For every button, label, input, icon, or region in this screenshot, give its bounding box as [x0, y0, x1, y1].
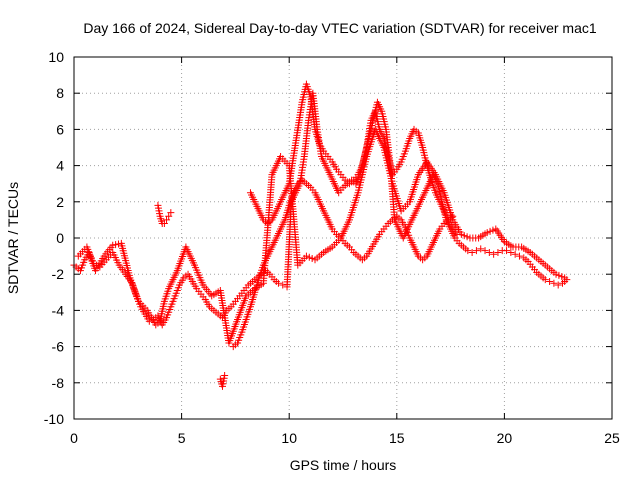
data-point: [477, 245, 485, 253]
x-tick-label: 10: [281, 430, 297, 446]
data-point: [165, 212, 173, 220]
data-point: [485, 248, 493, 256]
y-tick-label: 4: [56, 158, 64, 174]
y-tick-label: -2: [52, 266, 65, 282]
data-point: [558, 273, 566, 281]
data-point: [163, 216, 171, 224]
data-point: [483, 229, 491, 237]
data-point: [481, 247, 489, 255]
data-point: [279, 281, 287, 289]
data-point: [302, 252, 310, 260]
chart-title: Day 166 of 2024, Sidereal Day-to-day VTE…: [83, 20, 596, 36]
axis-ticks: [73, 56, 613, 420]
x-axis-label: GPS time / hours: [290, 457, 397, 473]
y-axis-label: SDTVAR / TECUs: [5, 182, 21, 294]
data-point: [468, 248, 476, 256]
data-points: [70, 80, 571, 390]
y-tick-label: 10: [48, 49, 64, 65]
y-tick-label: 6: [56, 121, 64, 137]
series-C: [154, 80, 461, 390]
data-point: [472, 247, 480, 255]
data-point: [561, 274, 569, 282]
data-point: [109, 241, 117, 249]
data-point: [490, 250, 498, 258]
data-point: [552, 270, 560, 278]
y-tick-label: 2: [56, 194, 64, 210]
data-point: [486, 227, 494, 235]
y-tick-label: -4: [52, 302, 65, 318]
x-tick-label: 20: [497, 430, 513, 446]
data-point: [489, 226, 497, 234]
data-point: [453, 230, 461, 238]
data-point: [503, 247, 511, 255]
plot-frame: [73, 56, 613, 420]
data-point: [554, 281, 562, 289]
data-point: [464, 247, 472, 255]
data-point: [555, 271, 563, 279]
data-point: [308, 255, 316, 263]
data-point: [511, 250, 519, 258]
data-point: [305, 253, 313, 261]
data-point: [550, 279, 558, 287]
data-point: [546, 277, 554, 285]
y-tick-label: 8: [56, 85, 64, 101]
data-point: [494, 248, 502, 256]
data-point: [460, 232, 468, 240]
series-D: [229, 176, 457, 351]
data-point: [112, 241, 120, 249]
data-point: [515, 252, 523, 260]
data-point: [449, 212, 457, 220]
data-point: [160, 220, 168, 228]
data-point: [145, 317, 153, 325]
y-tick-label: -10: [44, 411, 64, 427]
x-tick-label: 0: [70, 430, 78, 446]
x-tick-label: 15: [389, 430, 405, 446]
data-point: [507, 248, 515, 256]
x-tick-label: 5: [178, 430, 186, 446]
x-tick-labels: 0 5 10 15 20 25: [70, 430, 620, 446]
y-tick-label: 0: [56, 230, 64, 246]
y-tick-label: -6: [52, 339, 65, 355]
data-point: [463, 233, 471, 241]
y-tick-labels: -10 -8 -6 -4 -2 0 2 4 6 8 10: [44, 49, 64, 427]
y-tick-label: -8: [52, 375, 65, 391]
data-point: [221, 372, 229, 380]
x-tick-label: 25: [604, 430, 620, 446]
data-point: [274, 279, 282, 287]
data-point: [541, 276, 549, 284]
data-point: [167, 209, 175, 217]
